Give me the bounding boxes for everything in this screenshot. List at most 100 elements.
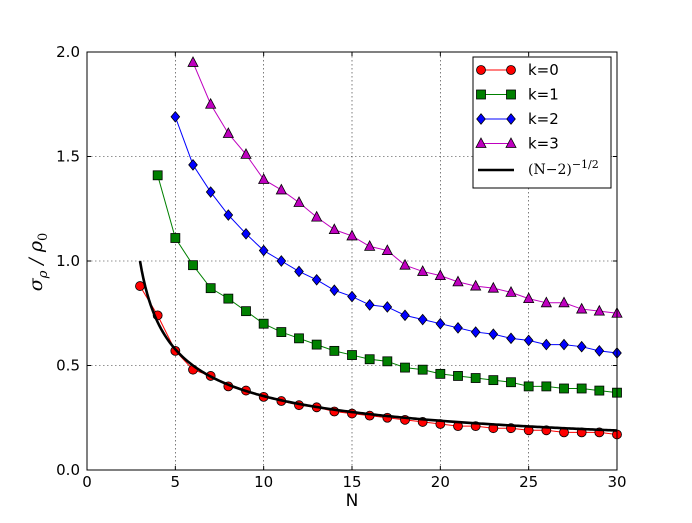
- data-point: [470, 373, 481, 383]
- data-point: [241, 228, 251, 240]
- data-point: [276, 255, 287, 267]
- legend-marker: [475, 137, 487, 148]
- legend-label: k=1: [528, 86, 559, 104]
- legend-item: k=3: [475, 135, 559, 153]
- data-point: [541, 381, 552, 392]
- data-point: [434, 269, 446, 281]
- series--n-2-: [138, 260, 618, 432]
- legend-label: k=3: [528, 135, 559, 153]
- data-point: [382, 301, 393, 313]
- legend-label: (N−2)−1/2: [528, 158, 599, 178]
- y-tick-label: 0.5: [56, 357, 80, 375]
- legend-item: (N−2)−1/2: [478, 158, 599, 178]
- data-point: [364, 354, 375, 365]
- x-tick-label: 30: [607, 473, 626, 491]
- data-point: [170, 233, 181, 243]
- x-axis-label: N: [346, 491, 359, 511]
- data-point: [294, 265, 304, 278]
- data-point: [470, 279, 482, 291]
- data-point: [364, 240, 376, 251]
- legend-marker: [506, 113, 516, 125]
- legend-box: [472, 56, 612, 189]
- legend-item: k=0: [476, 61, 559, 79]
- data-point: [417, 364, 428, 375]
- x-tick-label: 5: [171, 473, 181, 491]
- data-point: [188, 260, 198, 271]
- data-point: [452, 275, 464, 287]
- formula-line: [138, 260, 618, 432]
- data-point: [559, 383, 569, 394]
- data-point: [328, 223, 340, 235]
- data-point: [506, 332, 516, 345]
- data-point: [258, 318, 269, 329]
- legend-marker: [476, 65, 486, 75]
- data-point: [488, 328, 499, 340]
- x-tick-label: 15: [342, 473, 361, 491]
- data-point: [576, 383, 587, 394]
- series-k-3: [187, 56, 623, 318]
- data-point: [223, 293, 234, 304]
- axis-ticks: 0 5 10 15 20 25 30 0.0 0.5 1.0 1.5 2.0: [56, 43, 626, 491]
- data-point: [488, 375, 499, 386]
- data-point: [170, 110, 181, 123]
- data-point: [559, 338, 569, 351]
- data-point: [346, 229, 358, 241]
- legend-marker: [476, 89, 486, 100]
- x-tick-label: 20: [431, 473, 450, 491]
- data-point: [523, 334, 534, 347]
- data-point: [364, 299, 375, 311]
- y-tick-label: 1.5: [56, 148, 80, 166]
- y-axis-label: σρ / ρ0: [25, 233, 51, 292]
- data-point: [258, 173, 270, 184]
- data-point: [576, 340, 587, 353]
- data-point: [311, 339, 322, 350]
- legend-label: k=2: [528, 110, 559, 128]
- data-point: [381, 244, 393, 255]
- data-point: [453, 322, 463, 334]
- data-point: [347, 290, 357, 303]
- data-point: [222, 127, 234, 138]
- data-point: [558, 296, 570, 308]
- data-point: [223, 209, 234, 221]
- data-point: [435, 368, 446, 379]
- data-point: [540, 296, 552, 308]
- data-point: [329, 345, 340, 356]
- data-point: [294, 333, 304, 344]
- data-point: [205, 97, 217, 109]
- series-k-2: [170, 110, 622, 359]
- data-point: [470, 326, 481, 338]
- legend: k=0 k=1 k=2 k=3 (N−2)−1/2: [472, 56, 612, 189]
- legend-marker: [506, 89, 516, 100]
- data-point: [187, 56, 199, 67]
- data-point: [400, 362, 410, 373]
- legend-marker: [506, 65, 516, 75]
- data-point: [594, 385, 605, 396]
- data-point: [417, 265, 429, 276]
- legend-marker: [505, 137, 517, 148]
- x-tick-label: 25: [519, 473, 538, 491]
- data-point: [523, 292, 535, 304]
- data-point: [276, 327, 287, 337]
- data-point: [329, 284, 340, 297]
- data-point: [576, 302, 588, 314]
- data-point: [400, 309, 410, 322]
- y-tick-label: 1.0: [56, 252, 80, 270]
- data-point: [188, 159, 198, 171]
- data-point: [240, 148, 252, 159]
- legend-item: k=1: [476, 86, 559, 104]
- data-point: [487, 281, 499, 293]
- legend-label: k=0: [528, 61, 559, 79]
- data-point: [311, 273, 322, 286]
- data-point: [594, 345, 605, 357]
- data-point: [523, 381, 534, 392]
- data-point: [399, 258, 411, 270]
- data-point: [347, 350, 357, 360]
- legend-marker: [476, 113, 486, 125]
- svg-text:σρ / ρ0: σρ / ρ0: [25, 233, 51, 292]
- y-tick-label: 2.0: [56, 43, 80, 61]
- x-tick-label: 0: [82, 473, 92, 491]
- data-point: [382, 356, 393, 367]
- data-point: [417, 313, 428, 326]
- data-point: [152, 170, 163, 181]
